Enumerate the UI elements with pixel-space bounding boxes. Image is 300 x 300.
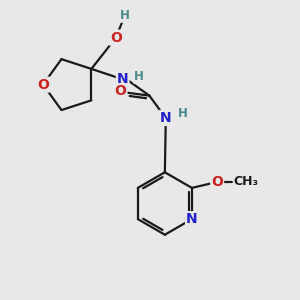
Text: N: N [117, 72, 128, 86]
Text: O: O [115, 84, 127, 98]
Text: N: N [186, 212, 198, 226]
Text: O: O [110, 31, 122, 45]
Text: H: H [178, 107, 188, 120]
Text: H: H [134, 70, 144, 83]
Text: O: O [37, 78, 49, 92]
Text: H: H [120, 9, 130, 22]
Text: O: O [211, 175, 223, 189]
Text: CH₃: CH₃ [233, 176, 259, 188]
Text: N: N [160, 111, 172, 125]
